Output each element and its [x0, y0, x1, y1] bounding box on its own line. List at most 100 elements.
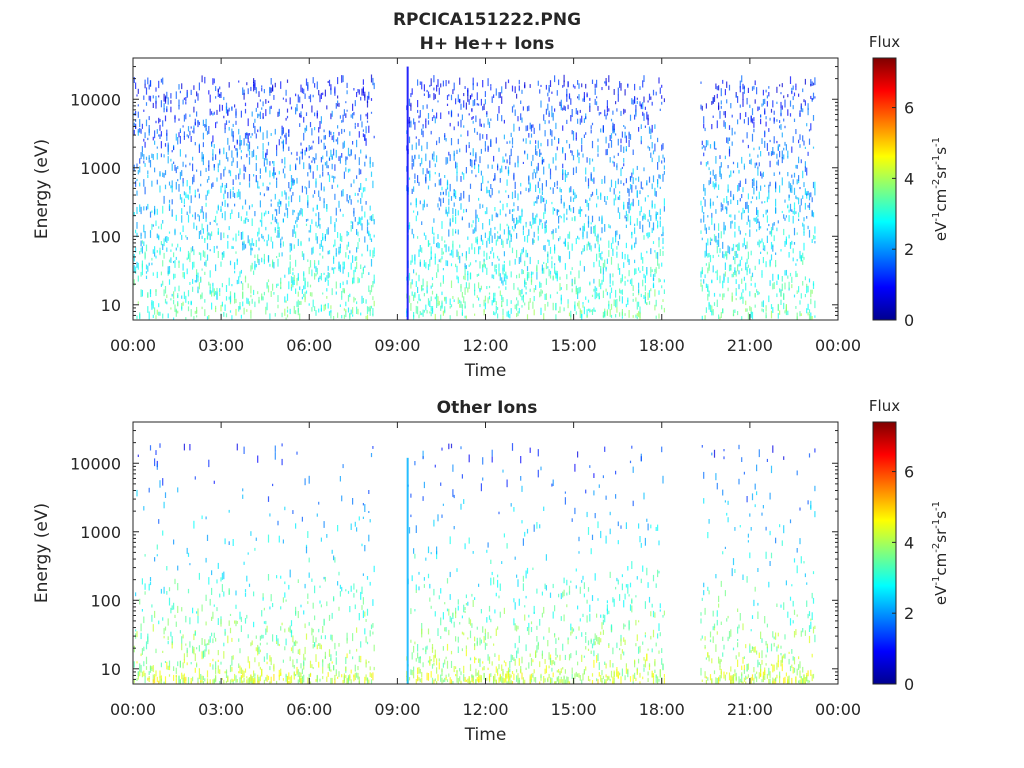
flux-speck [475, 115, 477, 123]
flux-speck [270, 657, 272, 665]
flux-speck [456, 249, 458, 257]
flux-speck [787, 156, 789, 159]
flux-speck [231, 678, 233, 683]
flux-speck [789, 203, 792, 212]
flux-speck [621, 309, 623, 316]
flux-speck [738, 263, 740, 267]
flux-speck [761, 238, 763, 243]
flux-speck [558, 238, 560, 242]
flux-speck [499, 223, 501, 231]
flux-speck [331, 612, 333, 619]
flux-speck [295, 220, 297, 224]
flux-speck [494, 312, 496, 316]
flux-speck [189, 444, 191, 451]
flux-speck [360, 655, 362, 661]
flux-speck [178, 132, 180, 138]
flux-speck [540, 289, 542, 297]
flux-speck [354, 100, 356, 107]
flux-speck [151, 210, 153, 213]
flux-speck [562, 125, 564, 131]
flux-speck [434, 116, 436, 124]
flux-speck [327, 303, 329, 309]
flux-speck [506, 275, 508, 280]
flux-speck [171, 150, 173, 153]
flux-speck [152, 102, 154, 108]
flux-speck [632, 149, 634, 155]
flux-speck [247, 678, 249, 684]
flux-speck [171, 199, 173, 205]
flux-speck [811, 316, 813, 320]
flux-speck [703, 152, 705, 157]
flux-speck [151, 223, 153, 230]
flux-speck [741, 75, 743, 83]
flux-speck [364, 265, 366, 268]
flux-speck [257, 254, 259, 260]
flux-speck [756, 186, 758, 191]
flux-speck [461, 304, 463, 309]
flux-speck [545, 108, 547, 115]
flux-speck [152, 301, 154, 309]
flux-speck [425, 262, 427, 269]
flux-speck [413, 666, 415, 672]
flux-speck [537, 260, 539, 265]
flux-speck [285, 132, 287, 141]
flux-speck [480, 123, 482, 127]
flux-speck [468, 142, 470, 145]
flux-speck [331, 288, 333, 296]
flux-speck [196, 647, 198, 650]
flux-speck [315, 654, 317, 662]
flux-speck [426, 141, 428, 150]
flux-speck [579, 310, 581, 318]
flux-speck [326, 275, 328, 281]
flux-speck [728, 174, 731, 178]
flux-speck [217, 163, 219, 169]
flux-speck [438, 87, 440, 95]
flux-speck [440, 314, 442, 320]
flux-speck [440, 191, 442, 196]
flux-speck [460, 285, 462, 289]
flux-speck [297, 299, 299, 308]
flux-speck [528, 188, 530, 193]
flux-speck [144, 83, 146, 89]
flux-speck [442, 80, 444, 87]
flux-speck [548, 85, 550, 93]
flux-speck [358, 168, 360, 175]
flux-speck [529, 256, 531, 265]
flux-speck [563, 105, 565, 110]
flux-speck [808, 129, 811, 132]
flux-speck [415, 215, 417, 222]
flux-speck [453, 299, 455, 302]
flux-speck [705, 250, 707, 257]
flux-speck [639, 270, 641, 273]
flux-speck [168, 259, 171, 263]
flux-speck [784, 282, 786, 290]
flux-speck [192, 214, 194, 218]
flux-speck [345, 309, 347, 313]
flux-speck [136, 261, 138, 268]
flux-speck [487, 164, 489, 169]
flux-speck [330, 149, 332, 157]
flux-speck [182, 125, 184, 128]
flux-speck [163, 501, 165, 509]
flux-speck [444, 175, 446, 178]
flux-speck [213, 604, 215, 607]
flux-speck [349, 293, 351, 298]
flux-speck [166, 236, 168, 243]
flux-speck [145, 102, 148, 106]
flux-speck [216, 109, 218, 115]
flux-speck [288, 134, 290, 137]
flux-speck [243, 92, 245, 100]
flux-speck [737, 200, 739, 205]
flux-speck [350, 225, 352, 232]
flux-speck [299, 671, 301, 680]
flux-speck [571, 282, 573, 286]
flux-speck [465, 167, 467, 174]
flux-speck [324, 304, 326, 310]
flux-speck [217, 204, 219, 209]
flux-speck [353, 583, 355, 590]
flux-speck [459, 255, 461, 264]
flux-speck [464, 273, 466, 281]
flux-speck [452, 89, 454, 95]
flux-speck [168, 674, 171, 677]
flux-speck [178, 84, 180, 90]
